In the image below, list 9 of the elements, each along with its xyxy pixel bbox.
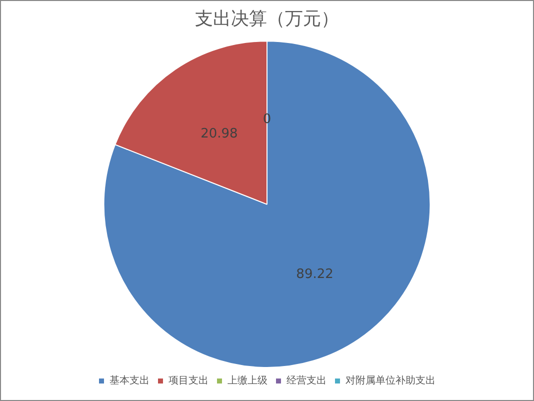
chart-title: 支出决算（万元）	[195, 8, 339, 30]
legend-label: 经营支出	[286, 374, 326, 387]
data-label: 20.98	[200, 126, 238, 142]
legend-label: 上缴上级	[228, 374, 268, 387]
legend-label: 基本支出	[110, 374, 150, 387]
text: 0	[262, 112, 272, 127]
data-label: 89.22	[296, 266, 334, 282]
legend-label: 对附属单位补助支出	[346, 374, 436, 387]
legend-label: 项目支出	[168, 374, 208, 387]
